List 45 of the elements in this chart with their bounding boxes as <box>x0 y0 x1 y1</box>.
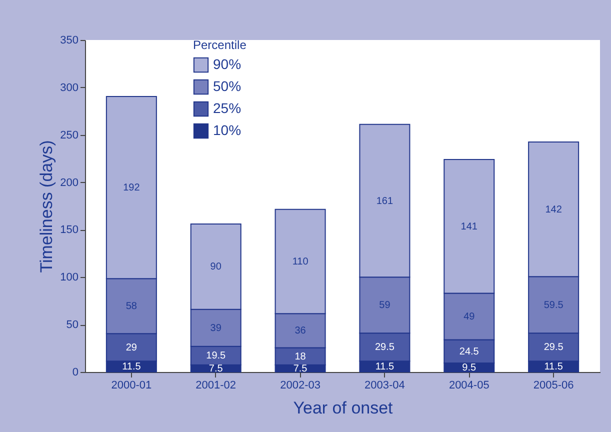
legend-label: 50% <box>213 78 242 94</box>
data-label: 49 <box>464 312 476 323</box>
legend-title: Percentile <box>193 38 247 52</box>
data-label: 110 <box>292 256 309 268</box>
y-tick-label: 300 <box>60 82 78 94</box>
x-axis-title: Year of onset <box>293 398 394 418</box>
data-label: 7.5 <box>293 363 308 374</box>
data-label: 29 <box>126 342 138 354</box>
x-tick-label: 2001-02 <box>196 380 236 392</box>
data-label: 24.5 <box>459 346 480 358</box>
data-label: 11.5 <box>375 362 395 373</box>
data-label: 161 <box>376 196 394 207</box>
x-tick-label: 2000-01 <box>111 380 152 392</box>
data-label: 7.5 <box>208 363 224 374</box>
y-tick-label: 200 <box>60 176 78 189</box>
legend-label: 90% <box>213 56 242 72</box>
data-label: 39 <box>210 322 222 334</box>
y-tick-label: 100 <box>60 272 78 284</box>
data-label: 36 <box>294 326 306 337</box>
data-label: 90 <box>210 262 222 273</box>
y-tick-label: 350 <box>60 34 78 46</box>
x-tick-label: 2004-05 <box>448 380 490 392</box>
y-tick-label: 0 <box>72 366 78 378</box>
y-axis-title: Timeliness (days) <box>37 140 56 273</box>
data-label: 59.5 <box>544 300 564 311</box>
data-label: 11.5 <box>544 362 564 373</box>
data-label: 59 <box>379 300 391 312</box>
y-tick-label: 250 <box>60 129 78 142</box>
x-tick-label: 2002-03 <box>280 380 320 392</box>
y-tick-label: 150 <box>60 224 78 236</box>
data-label: 141 <box>460 221 478 232</box>
legend-label: 10% <box>213 122 242 138</box>
x-tick-label: 2003-04 <box>364 380 405 392</box>
data-label: 142 <box>545 204 562 216</box>
data-label: 58 <box>126 301 138 312</box>
data-label: 11.5 <box>122 362 142 373</box>
data-label: 9.5 <box>462 362 477 374</box>
y-tick-label: 50 <box>66 319 78 332</box>
data-label: 192 <box>123 182 140 194</box>
data-label: 29.5 <box>544 342 564 354</box>
data-label: 29.5 <box>374 342 395 354</box>
data-label: 19.5 <box>206 350 226 362</box>
data-label: 18 <box>294 351 306 362</box>
x-tick-label: 2005-06 <box>533 380 574 392</box>
legend-label: 25% <box>213 100 242 116</box>
